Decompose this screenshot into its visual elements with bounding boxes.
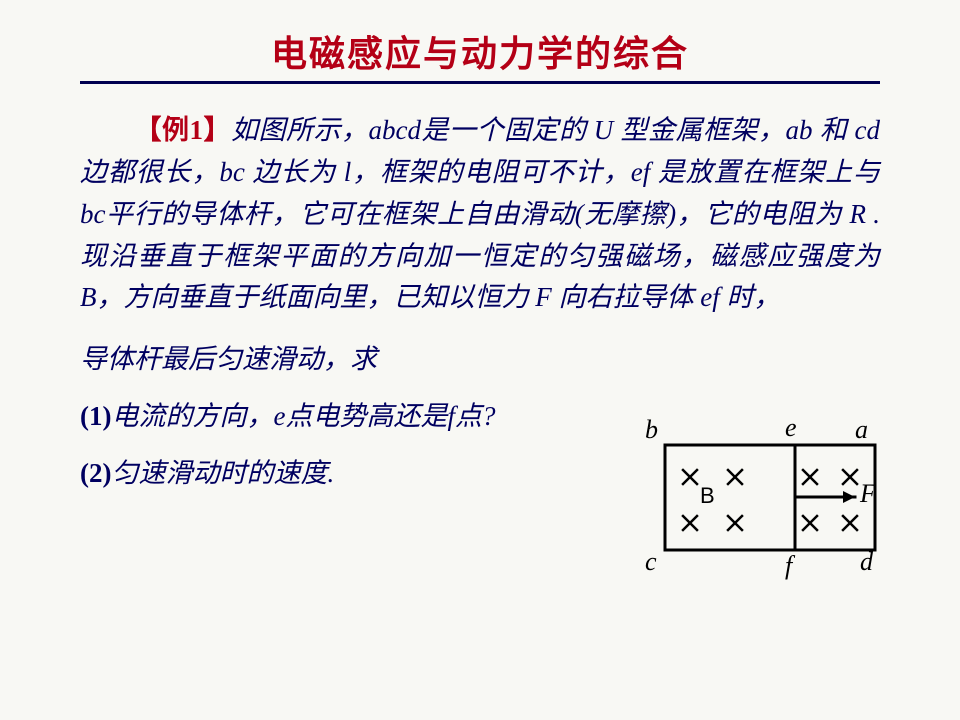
label-a: a bbox=[855, 415, 868, 445]
label-field-B: B bbox=[700, 483, 715, 509]
question-intro: 导体杆最后匀速滑动，求 bbox=[80, 337, 620, 376]
slide-page: 电磁感应与动力学的综合 【例1】如图所示，abcd是一个固定的 U 型金属框架，… bbox=[0, 0, 960, 720]
label-f: f bbox=[785, 551, 792, 581]
question-1: (1)电流的方向，e点电势高还是f点? bbox=[80, 394, 620, 433]
page-title: 电磁感应与动力学的综合 bbox=[80, 25, 880, 77]
label-force-F: F bbox=[860, 479, 876, 509]
problem-text: 【例1】如图所示，abcd是一个固定的 U 型金属框架，ab 和 cd 边都很长… bbox=[80, 110, 880, 319]
example-label: 【例1】 bbox=[134, 115, 231, 145]
label-d: d bbox=[860, 547, 873, 577]
title-rule bbox=[80, 81, 880, 84]
label-e: e bbox=[785, 413, 797, 443]
label-c: c bbox=[645, 547, 657, 577]
figure-circuit: b e a c f d F B bbox=[645, 415, 895, 590]
label-b: b bbox=[645, 415, 658, 445]
